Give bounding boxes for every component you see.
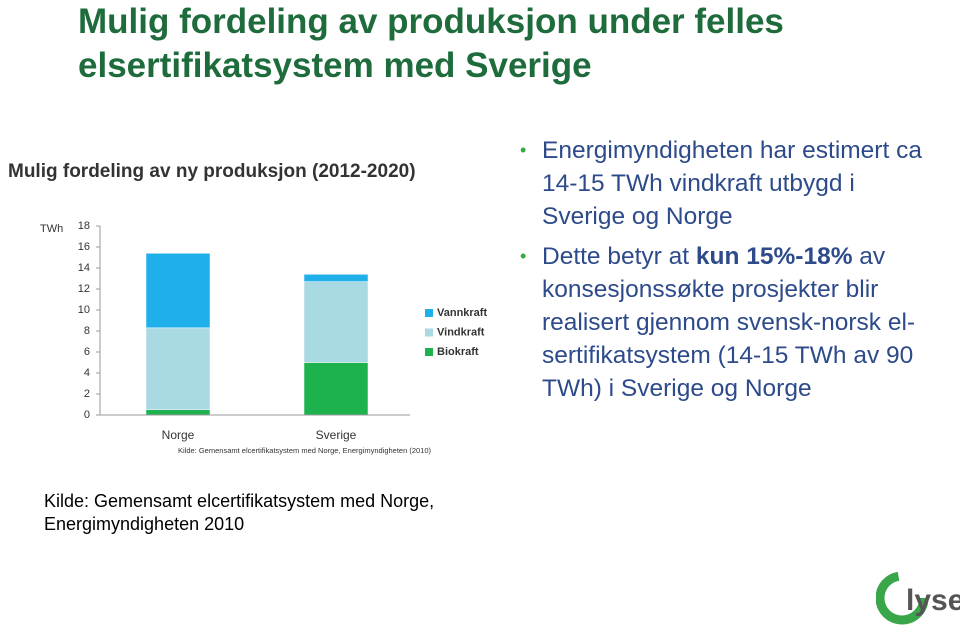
bar-segment [145,409,211,416]
chart-title: Mulig fordeling av ny produksjon (2012-2… [8,161,416,182]
bar-segment [145,253,211,329]
y-tick-label: 6 [84,346,90,358]
y-axis-label: TWh [40,223,63,235]
bullet-list: Energimyndigheten har estimert ca 14-15 … [520,134,940,412]
source-note: Kilde: Gemensamt elcertifikatsystem med … [44,491,435,534]
x-tick-label: Sverige [316,428,357,442]
chart: Mulig fordeling av ny produksjon (2012-2… [8,161,487,455]
logo-swirl [876,571,929,625]
y-tick-label: 8 [84,325,90,337]
y-tick-label: 2 [84,388,90,400]
logo-text: lyse [906,584,960,617]
bar-segment [303,274,369,282]
y-tick-label: 0 [84,409,90,421]
y-tick-label: 14 [78,262,90,274]
y-tick-label: 10 [78,304,90,316]
y-tick-label: 4 [84,367,90,379]
logo: lyse [876,571,960,625]
bullet-text: av konsesjonssøkte prosjekter blir reali… [542,243,916,402]
legend-swatch [425,348,433,356]
bar-segment [145,327,211,411]
y-tick-label: 16 [78,241,90,253]
bullet-text: Dette betyr at [542,243,696,270]
legend-swatch [425,328,433,337]
bullet: Dette betyr at kun 15%-18% av konsesjons… [520,240,940,405]
legend-label: Biokraft [437,346,479,358]
legend-label: Vindkraft [437,326,485,338]
chart-source: Kilde: Gemensamt elcertifikatsystem med … [178,446,432,455]
legend-swatch [425,309,433,317]
bar-segment [303,362,369,416]
bullet: Energimyndigheten har estimert ca 14-15 … [520,134,940,233]
legend-label: Vannkraft [437,307,487,319]
bar-segment [303,281,369,363]
slide-title: Mulig fordeling av produksjon under fell… [78,2,784,85]
bullet-emphasis: kun 15%-18% [695,243,853,270]
y-tick-label: 12 [78,283,90,295]
x-tick-label: Norge [162,428,195,442]
y-tick-label: 18 [78,220,90,232]
bullet-text: Energimyndigheten har estimert ca 14-15 … [542,137,922,230]
